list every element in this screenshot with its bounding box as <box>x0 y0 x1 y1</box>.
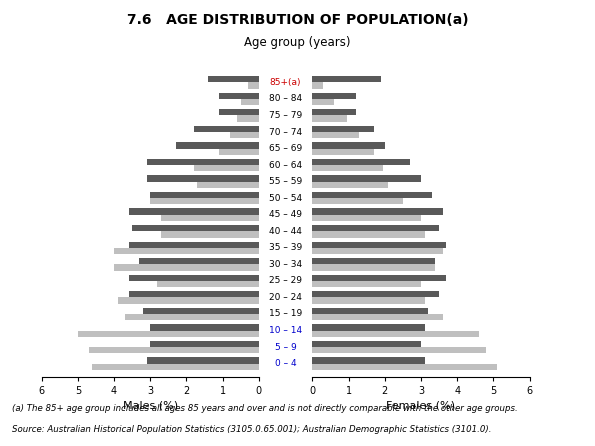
Bar <box>230 132 259 138</box>
Bar <box>176 142 259 149</box>
Text: 60 – 64: 60 – 64 <box>269 161 302 169</box>
Bar <box>114 264 259 271</box>
Bar <box>312 291 439 297</box>
Bar <box>312 308 428 314</box>
Bar <box>312 76 381 83</box>
Bar <box>312 198 403 204</box>
Bar <box>312 93 356 99</box>
Bar <box>241 99 259 105</box>
Text: Age group (years): Age group (years) <box>245 36 350 49</box>
Bar <box>312 192 432 198</box>
Bar <box>118 297 259 304</box>
Text: 35 – 39: 35 – 39 <box>269 244 302 252</box>
Bar <box>151 192 259 198</box>
Bar <box>114 248 259 254</box>
Bar <box>312 132 359 138</box>
Bar <box>312 297 425 304</box>
Text: 7.6   AGE DISTRIBUTION OF POPULATION(a): 7.6 AGE DISTRIBUTION OF POPULATION(a) <box>127 13 468 27</box>
Bar <box>312 165 383 171</box>
Text: 65 – 69: 65 – 69 <box>269 144 302 153</box>
Text: 10 – 14: 10 – 14 <box>269 326 302 335</box>
Text: 45 – 49: 45 – 49 <box>269 210 302 219</box>
Bar <box>312 225 439 231</box>
Text: 15 – 19: 15 – 19 <box>269 310 302 318</box>
Bar <box>143 308 259 314</box>
Bar <box>129 275 259 281</box>
Bar <box>312 248 443 254</box>
Bar <box>208 76 259 83</box>
Bar <box>219 93 259 99</box>
Bar <box>151 324 259 330</box>
Bar <box>151 198 259 204</box>
Bar <box>312 264 436 271</box>
Text: (a) The 85+ age group includes all ages 85 years and over and is not directly co: (a) The 85+ age group includes all ages … <box>12 404 518 413</box>
X-axis label: Females (%): Females (%) <box>387 400 455 410</box>
Bar <box>151 341 259 347</box>
Bar <box>312 347 486 353</box>
Text: 85+(a): 85+(a) <box>270 78 301 87</box>
Bar <box>129 242 259 248</box>
Bar <box>312 126 374 132</box>
Bar <box>146 175 259 182</box>
Bar <box>92 363 259 370</box>
Bar <box>129 208 259 215</box>
Bar <box>312 242 446 248</box>
Text: 0 – 4: 0 – 4 <box>275 359 296 368</box>
Bar <box>312 258 436 264</box>
Bar <box>78 330 259 337</box>
Bar <box>312 281 421 287</box>
Bar <box>312 159 410 165</box>
Bar <box>312 341 421 347</box>
Bar <box>312 208 443 215</box>
Text: 80 – 84: 80 – 84 <box>269 95 302 103</box>
Bar <box>129 291 259 297</box>
Text: 25 – 29: 25 – 29 <box>269 277 302 285</box>
Bar <box>146 159 259 165</box>
Bar <box>312 99 334 105</box>
Bar <box>312 215 421 221</box>
Text: 50 – 54: 50 – 54 <box>269 194 302 202</box>
Text: 40 – 44: 40 – 44 <box>269 227 302 236</box>
Bar <box>198 182 259 188</box>
Bar <box>312 116 347 122</box>
Bar <box>194 165 259 171</box>
Bar <box>194 126 259 132</box>
Bar <box>89 347 259 353</box>
Bar <box>237 116 259 122</box>
Bar <box>158 281 259 287</box>
Text: 20 – 24: 20 – 24 <box>269 293 302 302</box>
Bar <box>132 225 259 231</box>
Bar <box>139 258 259 264</box>
Bar <box>312 142 385 149</box>
Bar <box>219 109 259 116</box>
Bar <box>125 314 259 320</box>
Bar <box>146 357 259 363</box>
Bar <box>312 314 443 320</box>
Bar <box>312 149 374 155</box>
Bar <box>312 182 389 188</box>
X-axis label: Males (%): Males (%) <box>123 400 178 410</box>
Bar <box>312 109 356 116</box>
Bar <box>312 83 323 89</box>
Bar <box>219 149 259 155</box>
Bar <box>312 175 421 182</box>
Bar <box>248 83 259 89</box>
Text: 5 – 9: 5 – 9 <box>275 343 296 351</box>
Bar <box>312 363 497 370</box>
Text: Source: Australian Historical Population Statistics (3105.0.65.001); Australian : Source: Australian Historical Population… <box>12 425 491 434</box>
Bar <box>312 330 479 337</box>
Bar <box>312 231 425 238</box>
Text: 75 – 79: 75 – 79 <box>269 111 302 120</box>
Bar <box>312 324 425 330</box>
Bar <box>312 275 446 281</box>
Text: 30 – 34: 30 – 34 <box>269 260 302 269</box>
Text: 55 – 59: 55 – 59 <box>269 177 302 186</box>
Bar <box>161 231 259 238</box>
Bar <box>161 215 259 221</box>
Text: 70 – 74: 70 – 74 <box>269 128 302 136</box>
Bar <box>312 357 425 363</box>
